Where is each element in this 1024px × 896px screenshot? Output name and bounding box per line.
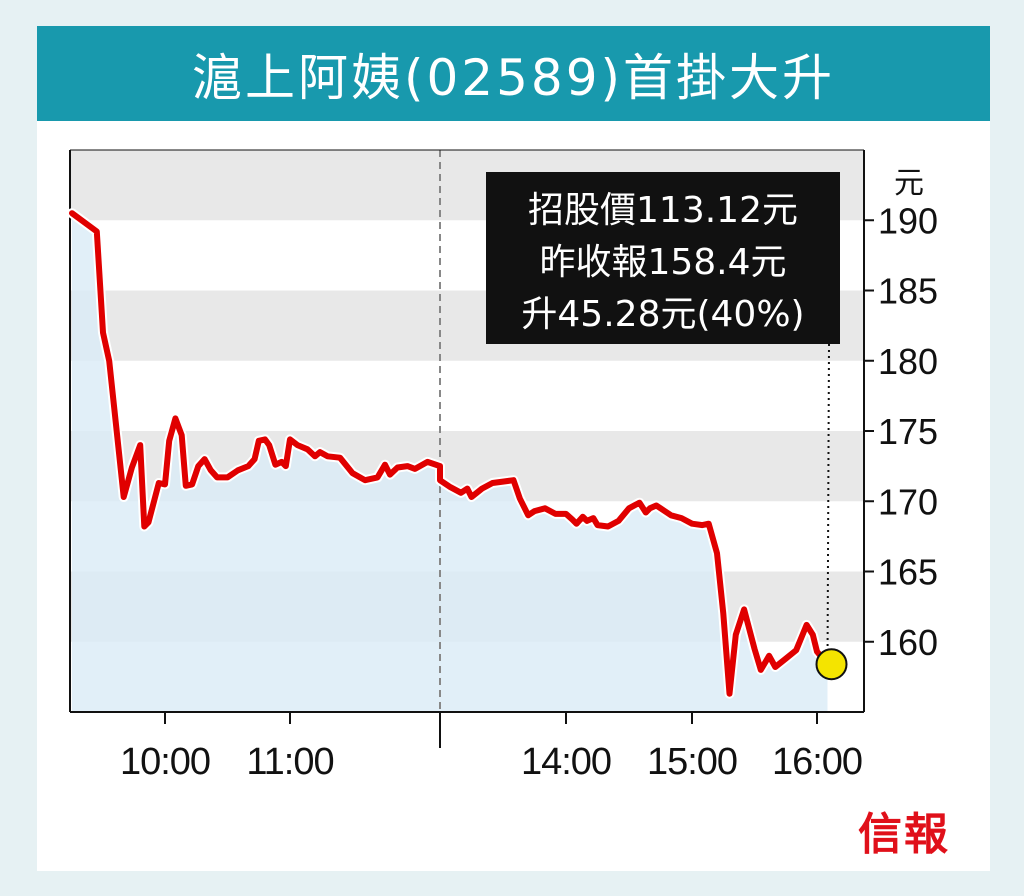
price-line	[69, 210, 831, 697]
annotation-box	[486, 172, 840, 344]
x-tick-label: 16:00	[772, 741, 862, 783]
annotation-line: 升45.28元(40%)	[521, 294, 804, 335]
last-price-dot	[815, 648, 848, 681]
y-band	[70, 360, 864, 431]
brand-logo: 信報	[858, 809, 950, 860]
y-tick-label: 180	[878, 341, 938, 382]
x-tick-labels: 10:00 11:00 14:00 15:00 16:00	[120, 712, 863, 783]
title-bar: 滬上阿姨(02589)首掛大升	[37, 26, 990, 121]
area-fill	[72, 213, 828, 712]
x-tick-label: 15:00	[647, 741, 737, 783]
annotation-line: 昨收報158.4元	[539, 242, 786, 283]
y-unit-label: 元	[894, 166, 924, 201]
area-path	[72, 213, 828, 712]
y-tick-label: 190	[878, 200, 938, 241]
x-tick-label: 11:00	[246, 741, 333, 783]
y-tick-label: 160	[878, 622, 938, 663]
y-tick-label: 165	[878, 552, 938, 593]
y-tick-label: 170	[878, 481, 938, 522]
price-series	[67, 208, 833, 699]
chart-title: 滬上阿姨(02589)首掛大升	[191, 48, 836, 107]
y-tick-label: 185	[878, 271, 938, 312]
y-tick-label: 175	[878, 411, 938, 452]
x-tick-label: 14:00	[521, 741, 611, 783]
annotation-line: 招股價113.12元	[528, 190, 798, 231]
x-tick-label: 10:00	[120, 741, 210, 783]
last-price-marker	[815, 648, 848, 681]
